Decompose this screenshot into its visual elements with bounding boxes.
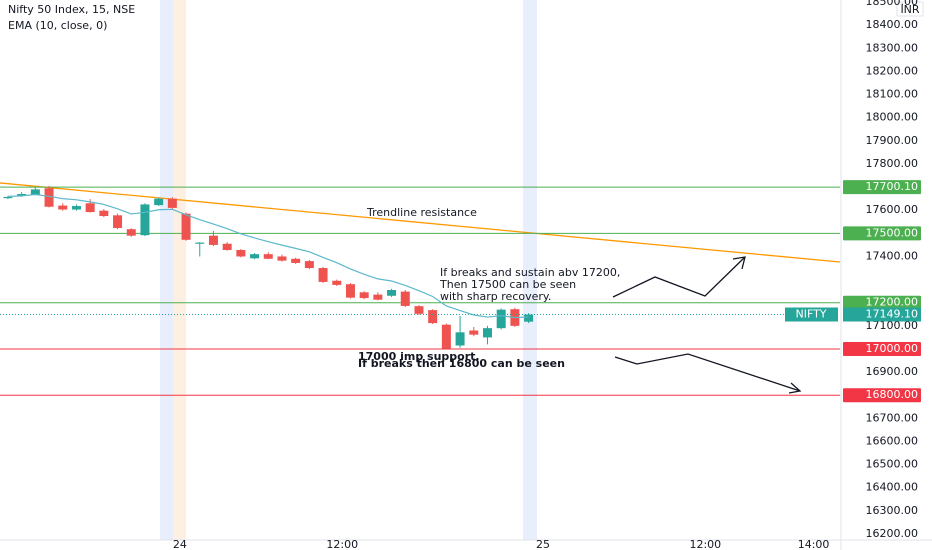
arrow-up [612,256,746,298]
y-tick-label: 17400.00 [866,249,919,262]
trendline [0,182,841,263]
candle-body [482,328,492,338]
annotation: Trendline resistance [366,206,477,219]
session-band [173,0,186,540]
candle-body [17,194,27,196]
y-tick-label: 17100.00 [866,319,919,332]
level-label: 17000.00 [866,342,919,355]
level-label-box [843,341,921,356]
y-tick-label: 16600.00 [866,434,919,447]
candle-body [469,330,479,335]
y-tick-label: 18400.00 [866,18,919,31]
candle-body [99,210,109,216]
x-tick-label: 25 [536,538,550,550]
y-tick-label: 18300.00 [866,41,919,54]
annotation: 17000 imp support. [358,350,480,363]
candle-body [113,215,123,229]
candle-body [263,254,273,259]
indicator-legend: EMA (10, close, 0) [8,19,107,32]
candle-body [140,204,150,236]
candle-body [373,294,383,300]
series-name-box [785,307,838,322]
y-tick-label: 16200.00 [866,527,919,540]
level-label-box [843,295,921,310]
candle-body [387,290,397,296]
arrow-down [614,353,801,392]
candle-body [318,268,328,282]
last-price-label: 17149.10 [866,307,919,320]
candle-body [250,254,260,259]
y-tick-label: 17900.00 [866,134,919,147]
y-tick-label: 16400.00 [866,481,919,494]
candle-body [181,213,191,240]
annotation: If breaks and sustain abv 17200, [440,266,620,279]
y-tick-label: 18500.00 [866,0,919,8]
currency: INR [900,3,919,16]
candle-body [345,284,355,298]
candle-body [85,203,95,213]
candle-body [496,309,506,329]
level-label-box [843,180,921,195]
x-tick-label: 12:00 [689,538,721,550]
candle-body [455,332,465,346]
candle-body [400,291,410,306]
arrowhead [788,382,802,394]
x-tick-label: 24 [173,538,187,550]
last-price-box [843,307,921,322]
candle-body [195,242,205,244]
candle-body [414,306,424,314]
level-label-box [843,388,921,403]
candle-body [71,206,81,210]
level-label: 16800.00 [866,388,919,401]
y-tick-label: 18100.00 [866,88,919,101]
level-label-box [843,226,921,241]
annotation: Then 17500 can be seen [439,278,576,291]
level-label: 17700.10 [866,180,919,193]
series-name: NIFTY [795,307,826,320]
candle-body [222,243,232,250]
candle-body [126,229,136,236]
annotation: If breaks then 16800 can be seen [358,357,565,370]
candle-body [208,235,218,245]
candle-body [154,198,164,206]
candle-body [332,280,342,285]
y-tick-label: 16300.00 [866,504,919,517]
level-label: 17500.00 [866,226,919,239]
x-tick-label: 12:00 [326,538,358,550]
candle-body [30,189,40,195]
candle-body [304,261,314,269]
candle-body [291,258,301,263]
chart-title: Nifty 50 Index, 15, NSE [8,3,135,16]
y-tick-label: 16700.00 [866,411,919,424]
y-tick-label: 17600.00 [866,203,919,216]
candle-body [428,310,438,324]
candle-body [3,197,13,199]
candle-body [44,188,54,207]
level-label: 17200.00 [866,296,919,309]
session-band [523,0,537,540]
y-tick-label: 16500.00 [866,458,919,471]
session-band [160,0,173,540]
candle-body [359,292,369,299]
candle-body [236,249,246,257]
y-tick-label: 18200.00 [866,64,919,77]
ema-line [7,193,529,319]
y-tick-label: 18000.00 [866,111,919,124]
y-tick-label: 17800.00 [866,157,919,170]
candle-body [524,314,534,322]
y-tick-label: 16900.00 [866,365,919,378]
candle-body [167,198,177,208]
candle-body [58,205,68,210]
candle-body [277,256,287,261]
candle-body [441,324,451,349]
annotation: with sharp recovery. [440,290,551,303]
arrowhead [732,256,746,270]
x-tick-label: 14:00 [798,538,830,550]
currency-box [896,1,924,17]
